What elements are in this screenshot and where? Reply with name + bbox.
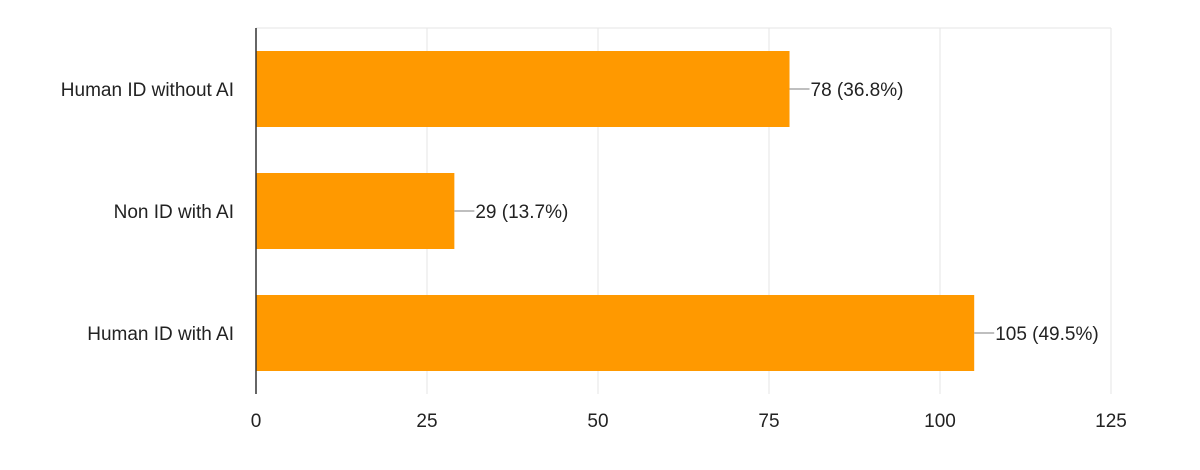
axes: 0 25 50 75 100 125 — [251, 28, 1127, 432]
data-label: 29 (13.7%) — [475, 202, 568, 223]
bar — [256, 51, 790, 127]
x-tick-label: 50 — [587, 411, 608, 432]
data-label: 105 (49.5%) — [995, 324, 1099, 345]
labels: Human ID without AI 78 (36.8%) Non ID with… — [61, 80, 1099, 345]
bars — [256, 51, 975, 371]
category-label: Non ID with AI — [114, 202, 234, 223]
x-tick-label: 75 — [758, 411, 779, 432]
x-tick-label: 25 — [416, 411, 437, 432]
x-tick-label: 0 — [251, 411, 262, 432]
x-tick-label: 125 — [1095, 411, 1127, 432]
data-label: 78 (36.8%) — [811, 80, 904, 101]
x-tick-label: 100 — [924, 411, 956, 432]
bar — [256, 295, 975, 371]
category-label: Human ID with AI — [87, 324, 234, 345]
bar — [256, 173, 455, 249]
category-label: Human ID without AI — [61, 80, 234, 101]
